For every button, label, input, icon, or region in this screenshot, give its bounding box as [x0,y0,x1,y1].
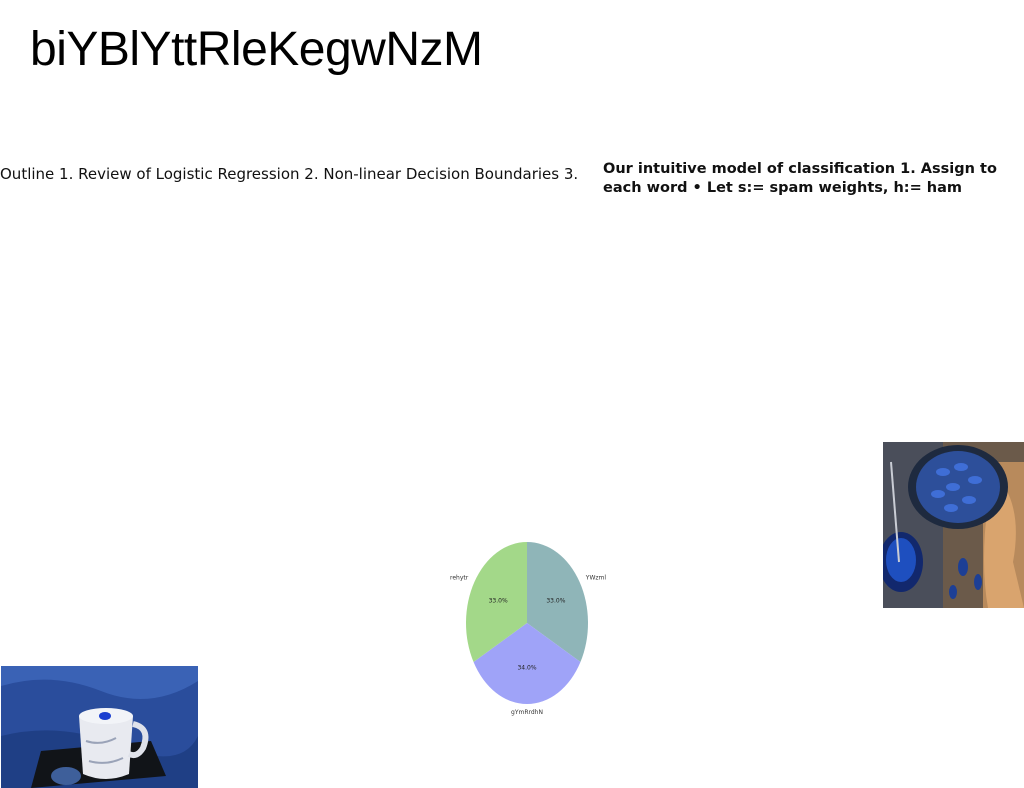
pie-value-label: 33.0% [546,597,565,604]
outline-text: Outline 1. Review of Logistic Regression… [0,165,579,183]
classification-text: Our intuitive model of classification 1.… [603,161,997,196]
slide-title: biYBlYttRleKegwNzM [30,23,483,76]
pie-category-label: YWzml [585,575,607,582]
pie-category-label: gYmRrdhN [511,709,543,716]
pie-slice-rehytr [466,542,527,663]
pie-slice-YWzml [527,542,588,663]
pie-category-label: rehytr [450,575,469,582]
pie-value-label: 33.0% [489,597,508,604]
blue-dessert-photo [883,442,1024,608]
pie-chart: 33.0% YWzml 34.0% gYmRrdhN 33.0% rehytr [440,530,620,722]
pie-value-label: 34.0% [517,665,536,672]
blue-latte-photo [1,666,198,788]
pie-chart-svg: 33.0% YWzml 34.0% gYmRrdhN 33.0% rehytr [450,542,607,716]
pie-slice-gYmRrdhN [473,623,581,704]
